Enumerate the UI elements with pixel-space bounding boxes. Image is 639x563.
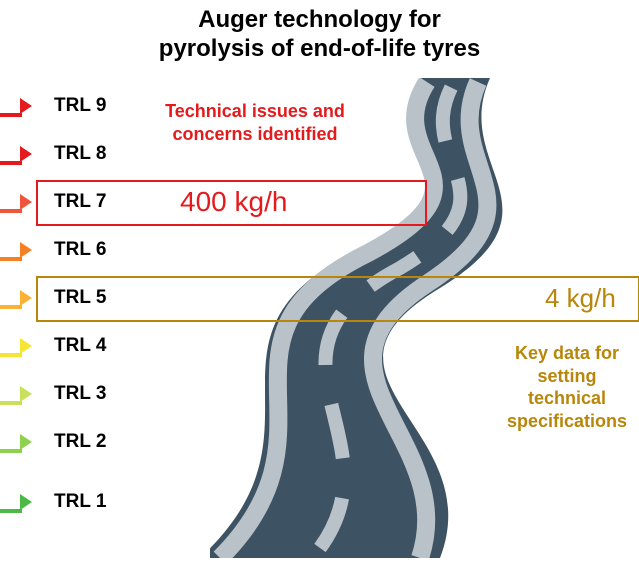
trl-row-trl4: TRL 4 (0, 322, 106, 370)
annotation-line: setting (497, 365, 637, 388)
trl-row-trl1: TRL 1 (0, 478, 106, 526)
trl-arrow-icon (0, 344, 40, 348)
trl-row-trl6: TRL 6 (0, 226, 106, 274)
trl-row-trl8: TRL 8 (0, 130, 106, 178)
trl-arrow-icon (0, 440, 40, 444)
trl5_box-annotation: Key data forsettingtechnicalspecificatio… (497, 342, 637, 432)
trl-label: TRL 6 (54, 239, 106, 261)
annotation-line: technical (497, 387, 637, 410)
trl-arrow-icon (0, 296, 40, 300)
trl-arrow-icon (0, 200, 40, 204)
trl-arrow-icon (0, 392, 40, 396)
annotation-line: concerns identified (140, 123, 370, 146)
annotation-line: Technical issues and (140, 100, 370, 123)
trl7_box-annotation: Technical issues andconcerns identified (140, 100, 370, 145)
trl-label: TRL 9 (54, 95, 106, 117)
title-line-2: pyrolysis of end-of-life tyres (0, 35, 639, 64)
trl-label: TRL 2 (54, 431, 106, 453)
trl-label: TRL 3 (54, 383, 106, 405)
trl-label: TRL 4 (54, 335, 106, 357)
trl-arrow-icon (0, 104, 40, 108)
annotation-line: specifications (497, 410, 637, 433)
trl-arrow-icon (0, 248, 40, 252)
trl5_box-value: 4 kg/h (545, 283, 616, 314)
trl-row-trl3: TRL 3 (0, 370, 106, 418)
trl-arrow-icon (0, 152, 40, 156)
annotation-line: Key data for (497, 342, 637, 365)
title-line-1: Auger technology for (0, 6, 639, 35)
trl-row-trl9: TRL 9 (0, 82, 106, 130)
page-title: Auger technology for pyrolysis of end-of… (0, 6, 639, 64)
trl7_box-value: 400 kg/h (180, 186, 287, 218)
trl-arrow-icon (0, 500, 40, 504)
trl-row-trl2: TRL 2 (0, 418, 106, 466)
trl-label: TRL 8 (54, 143, 106, 165)
trl-label: TRL 1 (54, 491, 106, 513)
